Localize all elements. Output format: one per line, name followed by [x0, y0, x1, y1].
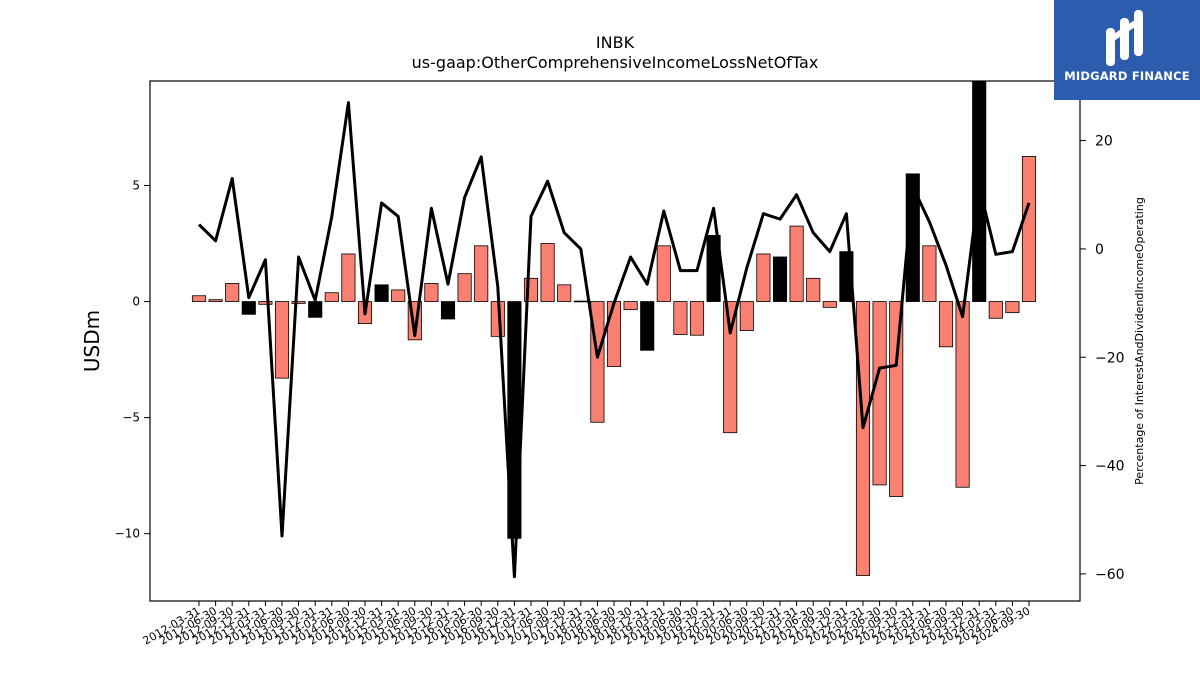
bar	[258, 301, 273, 305]
y2-tick-label: 20	[1095, 134, 1113, 150]
y-tick-label: 5	[132, 178, 140, 192]
bar	[540, 243, 555, 302]
y2-tick-label: −20	[1095, 350, 1125, 366]
y-axis-label: USDm	[80, 310, 104, 372]
bar	[308, 301, 323, 318]
bar	[324, 292, 339, 302]
bar	[241, 301, 256, 315]
y2-axis-label: Percentage of InterestAndDividendIncomeO…	[1133, 197, 1146, 485]
bar	[440, 301, 456, 320]
bar	[291, 301, 306, 304]
bar	[855, 301, 871, 576]
y2-tick-label: −60	[1095, 567, 1125, 583]
chart-subtitle: us-gaap:OtherComprehensiveIncomeLossNetO…	[412, 53, 819, 72]
y2-tick-label: 0	[1095, 242, 1104, 258]
y2-tick-label: −40	[1095, 459, 1125, 475]
midgard-finance-logo: MIDGARD FINANCE	[1054, 0, 1200, 100]
bar	[988, 301, 1003, 319]
bar	[457, 273, 472, 302]
bar	[938, 301, 954, 348]
bar	[1021, 156, 1037, 302]
bar	[225, 283, 240, 302]
bar	[739, 301, 754, 331]
bar	[391, 289, 406, 302]
y-tick-label: −5	[122, 411, 140, 425]
bar	[905, 173, 920, 302]
bar	[557, 284, 572, 302]
bar	[474, 245, 489, 302]
bar	[955, 301, 970, 488]
bar	[789, 225, 804, 302]
bar	[889, 301, 904, 497]
plot-area: −10−505−60−40−200202012-03-312012-06-302…	[115, 80, 1125, 648]
bar	[623, 301, 638, 311]
bar	[689, 301, 705, 336]
logo-text: MIDGARD FINANCE	[1064, 69, 1190, 83]
midgard-logo-icon	[1106, 10, 1143, 66]
bar	[872, 301, 887, 486]
bar	[922, 245, 937, 302]
bar	[723, 301, 738, 434]
bar	[374, 284, 389, 302]
bar	[673, 301, 688, 335]
bar	[806, 277, 821, 302]
bar	[606, 301, 622, 367]
bar	[640, 301, 655, 351]
bar	[208, 299, 223, 302]
bar	[274, 301, 290, 379]
bar	[756, 253, 771, 302]
plot-frame	[149, 80, 1081, 602]
series-line	[197, 101, 1031, 579]
bar	[656, 245, 671, 302]
bar	[822, 301, 837, 308]
y-tick-label: −10	[115, 527, 140, 541]
chart-title: INBK	[596, 33, 635, 52]
y-tick-label: 0	[132, 295, 140, 309]
bar	[772, 256, 788, 302]
bar	[1005, 301, 1020, 314]
bar	[573, 300, 588, 303]
bar	[341, 253, 356, 302]
bar	[191, 295, 207, 302]
bar	[424, 283, 439, 302]
